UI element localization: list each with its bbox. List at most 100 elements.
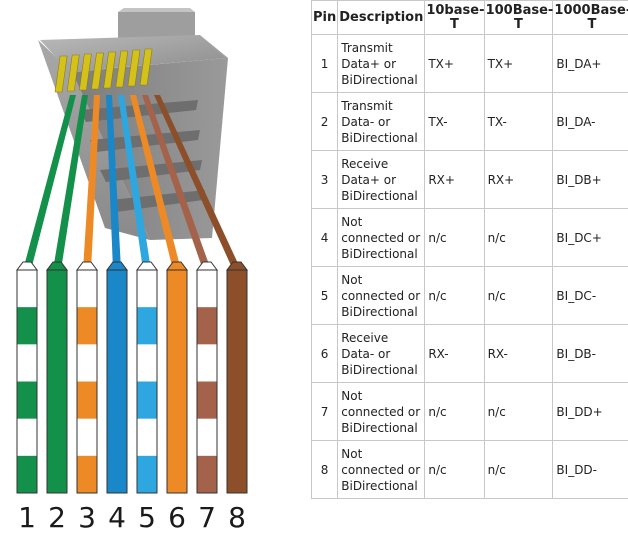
100base-t-cell: n/c xyxy=(483,266,554,325)
wire-stripe xyxy=(197,455,217,493)
10base-t-cell: n/c xyxy=(424,266,485,325)
wire-tip xyxy=(46,261,68,271)
wire-stripe xyxy=(17,381,37,419)
wire-tip xyxy=(76,261,98,271)
header-pin: Pin xyxy=(310,0,339,35)
wire-4: 4 xyxy=(106,95,128,534)
pin-cell: 2 xyxy=(310,92,339,151)
wire-outline xyxy=(16,269,38,494)
wire-stripe xyxy=(137,307,157,345)
wire-lead xyxy=(83,95,100,270)
table-row: 7 Not connected or BiDirectional n/c n/c… xyxy=(310,382,628,441)
10base-t-cell: RX- xyxy=(424,324,485,383)
wire-lead xyxy=(118,95,151,270)
wire-body xyxy=(46,269,68,494)
wire-number-label: 3 xyxy=(78,501,96,534)
1000base-t-cell: BI_DD- xyxy=(552,440,628,499)
wire-outline xyxy=(76,269,98,494)
description-cell: Transmit Data- or BiDirectional xyxy=(337,92,426,151)
header-10base-t: 10base-T xyxy=(424,0,485,35)
table-row: 1 Transmit Data+ or BiDirectional TX+ TX… xyxy=(310,34,628,93)
wire-7: 7 xyxy=(142,95,218,534)
10base-t-cell: TX+ xyxy=(424,34,485,93)
wire-stripe xyxy=(17,307,37,345)
wire-body xyxy=(226,269,248,494)
header-description: Description xyxy=(337,0,426,35)
100base-t-cell: n/c xyxy=(483,382,554,441)
wire-body xyxy=(106,269,128,494)
pin-cell: 1 xyxy=(310,34,339,93)
table-row: 4 Not connected or BiDirectional n/c n/c… xyxy=(310,208,628,267)
100base-t-cell: n/c xyxy=(483,208,554,267)
wire-tip xyxy=(196,261,218,271)
wire-number-label: 2 xyxy=(48,501,66,534)
description-cell: Receive Data- or BiDirectional xyxy=(337,324,426,383)
10base-t-cell: n/c xyxy=(424,440,485,499)
wire-stripe xyxy=(197,307,217,345)
100base-t-cell: RX+ xyxy=(483,150,554,209)
wire-number-label: 4 xyxy=(108,501,126,534)
100base-t-cell: RX- xyxy=(483,324,554,383)
wire-stripe xyxy=(137,381,157,419)
wire-number-label: 6 xyxy=(168,501,186,534)
wire-stripe xyxy=(77,307,97,345)
pin-cell: 7 xyxy=(310,382,339,441)
1000base-t-cell: BI_DC+ xyxy=(552,208,628,267)
10base-t-cell: n/c xyxy=(424,382,485,441)
1000base-t-cell: BI_DD+ xyxy=(552,382,628,441)
wire-2: 2 xyxy=(46,95,88,534)
table-row: 2 Transmit Data- or BiDirectional TX- TX… xyxy=(310,92,628,151)
description-cell: Not connected or BiDirectional xyxy=(337,208,426,267)
wire-number-label: 8 xyxy=(228,501,246,534)
table-row: 6 Receive Data- or BiDirectional RX- RX-… xyxy=(310,324,628,383)
10base-t-cell: n/c xyxy=(424,208,485,267)
wire-tip xyxy=(106,261,128,271)
wire-stripe xyxy=(137,455,157,493)
1000base-t-cell: BI_DA+ xyxy=(552,34,628,93)
table-row: 3 Receive Data+ or BiDirectional RX+ RX+… xyxy=(310,150,628,209)
description-cell: Not connected or BiDirectional xyxy=(337,382,426,441)
wire-lead xyxy=(23,95,76,270)
1000base-t-cell: BI_DA- xyxy=(552,92,628,151)
wire-number-label: 5 xyxy=(138,501,156,534)
wire-tip xyxy=(136,261,158,271)
10base-t-cell: TX- xyxy=(424,92,485,151)
wire-tip xyxy=(16,261,38,271)
wire-5: 5 xyxy=(118,95,158,534)
description-cell: Not connected or BiDirectional xyxy=(337,266,426,325)
table-row: 8 Not connected or BiDirectional n/c n/c… xyxy=(310,440,628,499)
pin-cell: 3 xyxy=(310,150,339,209)
pin-cell: 8 xyxy=(310,440,339,499)
pin-cell: 6 xyxy=(310,324,339,383)
wire-lead xyxy=(106,95,121,270)
wire-number-label: 1 xyxy=(18,501,36,534)
latch-tab-top xyxy=(118,8,195,12)
wire-stripe xyxy=(17,455,37,493)
wire-number-label: 7 xyxy=(198,501,216,534)
100base-t-cell: TX+ xyxy=(483,34,554,93)
wire-stripe xyxy=(77,381,97,419)
description-cell: Transmit Data+ or BiDirectional xyxy=(337,34,426,93)
latch-tab xyxy=(118,12,195,42)
gold-contacts xyxy=(54,48,153,93)
wire-outline xyxy=(136,269,158,494)
wire-lead xyxy=(53,95,88,270)
description-cell: Not connected or BiDirectional xyxy=(337,440,426,499)
wire-lead xyxy=(142,95,211,270)
100base-t-cell: n/c xyxy=(483,440,554,499)
wire-stripe xyxy=(197,381,217,419)
1000base-t-cell: BI_DC- xyxy=(552,266,628,325)
pinout-table: Pin Description 10base-T 100Base-T 1000B… xyxy=(310,0,628,499)
wire-tip xyxy=(166,261,188,271)
pin-cell: 4 xyxy=(310,208,339,267)
description-cell: Receive Data+ or BiDirectional xyxy=(337,150,426,209)
wire-lead xyxy=(154,95,241,270)
1000base-t-cell: BI_DB- xyxy=(552,324,628,383)
header-1000base-t: 1000Base-T xyxy=(552,0,628,35)
table-row: 5 Not connected or BiDirectional n/c n/c… xyxy=(310,266,628,325)
wire-stripe xyxy=(77,455,97,493)
wire-body xyxy=(166,269,188,494)
1000base-t-cell: BI_DB+ xyxy=(552,150,628,209)
